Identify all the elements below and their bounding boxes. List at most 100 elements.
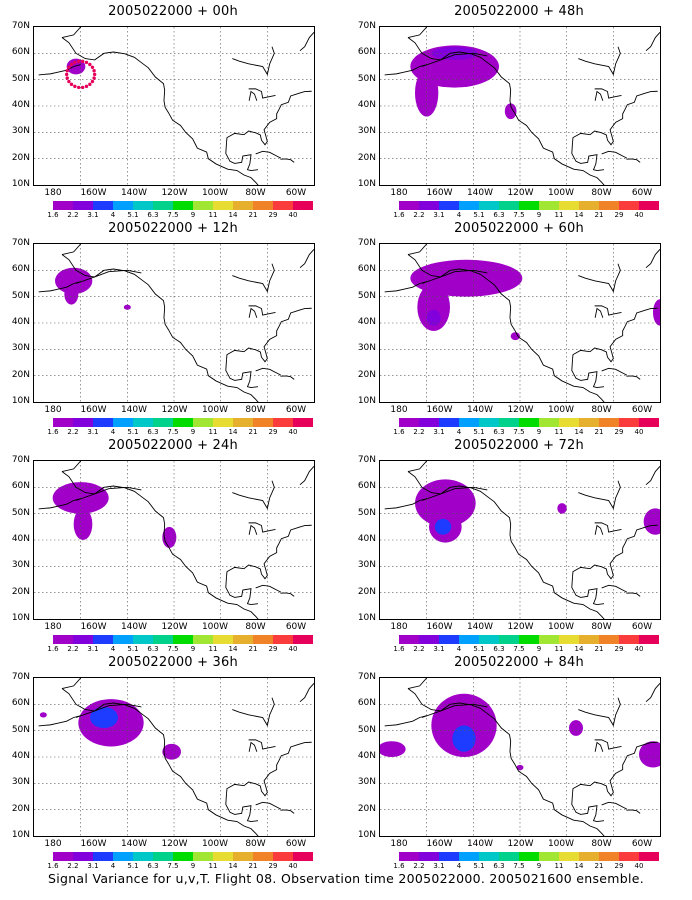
colorbar-swatch — [499, 418, 519, 427]
lon-label: 80W — [245, 405, 266, 415]
coastline — [407, 244, 428, 255]
colorbar-swatch — [559, 635, 579, 644]
colorbar — [53, 201, 313, 210]
colorbar-label: 21 — [248, 645, 258, 653]
lon-label: 100W — [547, 839, 575, 849]
colorbar-label: 14 — [228, 211, 238, 219]
lon-label: 60W — [285, 839, 307, 849]
lat-label: 30N — [357, 777, 376, 788]
coastline — [248, 741, 258, 752]
coastline — [645, 465, 660, 486]
map-area — [33, 26, 315, 186]
colorbar-swatch — [53, 201, 73, 210]
coastline — [601, 150, 628, 159]
coastline — [594, 307, 604, 318]
observation-dot — [80, 59, 85, 64]
lon-label: 60W — [631, 405, 653, 415]
coastline — [248, 88, 276, 99]
lat-label: 20N — [357, 803, 376, 814]
colorbar-label: 40 — [634, 862, 644, 870]
coastline — [61, 254, 259, 402]
lon-label: 160W — [80, 622, 107, 632]
lon-label: 140W — [466, 188, 494, 198]
lon-label: 60W — [285, 405, 307, 415]
colorbar — [53, 635, 313, 644]
colorbar-label: 2.2 — [67, 211, 79, 219]
lat-label: 30N — [11, 126, 30, 137]
lat-label: 20N — [357, 586, 376, 597]
flight-track — [421, 486, 488, 501]
coastline — [572, 741, 658, 797]
observation-dot — [84, 84, 89, 89]
coastline — [232, 480, 275, 510]
variance-contour — [39, 712, 47, 718]
colorbar-swatch — [133, 852, 153, 861]
colorbar-swatch — [439, 852, 459, 861]
lat-label: 40N — [357, 534, 376, 544]
lat-label: 60N — [357, 698, 376, 709]
colorbar-label: 11 — [208, 211, 218, 219]
colorbar-label: 21 — [248, 211, 258, 219]
panel-title: 2005022000 + 48h — [454, 4, 584, 19]
colorbar-label: 4 — [456, 645, 462, 653]
lat-label: 50N — [357, 290, 376, 301]
colorbar-swatch — [53, 418, 73, 427]
map-panel: 2005022000 + 24h 70N 60N 50N 40N 30N 20N 10N 180… — [0, 438, 330, 653]
coastline — [572, 524, 658, 580]
colorbar-swatch — [133, 635, 153, 644]
lon-label: 160W — [426, 622, 453, 632]
coastline — [645, 248, 660, 269]
coastline — [225, 793, 259, 822]
lat-label: 70N — [11, 672, 30, 682]
colorbar-swatch — [233, 418, 253, 427]
colorbar-swatch — [193, 201, 213, 210]
colorbar-label: 29 — [268, 862, 278, 870]
colorbar-swatch — [439, 418, 459, 427]
colorbar-swatch — [619, 201, 639, 210]
colorbar-label: 21 — [594, 645, 604, 653]
lon-label: 120W — [507, 405, 534, 415]
coastline — [248, 307, 258, 318]
colorbar-label: 4 — [110, 211, 116, 219]
colorbar-swatch — [93, 852, 113, 861]
colorbar-label: 29 — [614, 645, 624, 653]
variance-contour — [510, 332, 520, 341]
colorbar-label: 9 — [190, 428, 196, 436]
coastline — [571, 142, 605, 171]
lat-label: 60N — [11, 47, 30, 58]
colorbar-label: 4 — [110, 862, 116, 870]
coastline — [255, 584, 282, 593]
coastline — [594, 739, 622, 750]
variance-contour — [417, 283, 450, 331]
variance-contour — [64, 283, 79, 305]
coastline — [594, 90, 604, 101]
colorbar-label: 6.3 — [147, 645, 159, 653]
colorbar-label: 21 — [248, 862, 258, 870]
lat-label: 10N — [11, 613, 30, 623]
variance-contour — [557, 503, 567, 514]
colorbar-label: 5.1 — [127, 645, 139, 653]
lat-label: 20N — [357, 369, 376, 380]
lat-label: 30N — [11, 560, 30, 571]
lon-label: 140W — [466, 839, 494, 849]
lon-label: 120W — [507, 188, 534, 198]
coastline — [645, 31, 660, 52]
observation-dot — [88, 62, 92, 67]
lon-label: 140W — [120, 622, 148, 632]
colorbar-label: 9 — [536, 862, 542, 870]
colorbar-swatch — [459, 635, 479, 644]
colorbar-label: 2.2 — [413, 862, 425, 870]
colorbar-swatch — [479, 201, 499, 210]
colorbar-label: 4 — [110, 428, 116, 436]
colorbar-label: 9 — [536, 645, 542, 653]
colorbar-swatch — [599, 201, 619, 210]
lon-label: 80W — [591, 622, 612, 632]
coastline — [384, 498, 427, 510]
colorbar-swatch — [519, 418, 539, 427]
lat-label: 40N — [11, 100, 30, 110]
observation-dot — [88, 82, 92, 87]
colorbar-label: 21 — [594, 428, 604, 436]
colorbar-label: 11 — [554, 428, 564, 436]
colorbar-label: 2.2 — [67, 428, 79, 436]
coastline — [384, 715, 427, 727]
